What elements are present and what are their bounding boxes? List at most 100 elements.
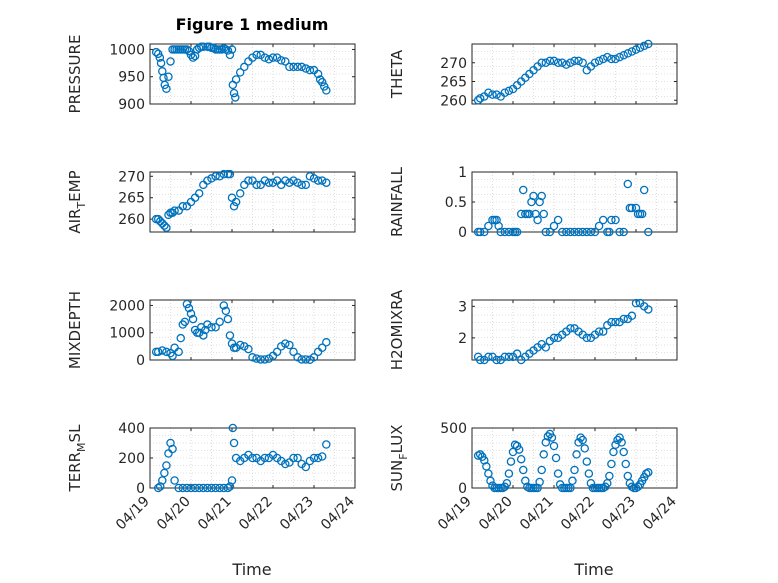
data-point xyxy=(557,227,567,237)
y-tick-label: 265 xyxy=(440,75,467,91)
data-point xyxy=(576,433,585,442)
data-point xyxy=(519,465,528,475)
y-tick-label: 2000 xyxy=(109,298,145,314)
data-point xyxy=(293,353,302,362)
data-point xyxy=(229,88,239,98)
data-point xyxy=(211,483,220,493)
data-point xyxy=(215,172,224,181)
data-point xyxy=(598,215,608,225)
data-point xyxy=(484,469,493,478)
data-point xyxy=(570,465,579,475)
data-point xyxy=(194,483,204,493)
data-point xyxy=(260,453,270,463)
data-point xyxy=(623,179,633,189)
data-point xyxy=(547,433,557,442)
data-point xyxy=(488,90,497,99)
data-point xyxy=(475,94,485,103)
data-point xyxy=(545,56,555,66)
data-point xyxy=(293,62,302,72)
y-axis-label-6: H2OMIXRA xyxy=(388,289,406,370)
data-point xyxy=(633,482,643,492)
data-point xyxy=(525,209,534,219)
y-tick-label: 0 xyxy=(136,353,145,369)
data-point xyxy=(285,340,294,350)
data-point xyxy=(281,339,290,348)
data-point xyxy=(289,453,298,463)
data-point xyxy=(305,355,315,364)
axes-box xyxy=(471,43,678,105)
data-point xyxy=(231,197,241,207)
data-point xyxy=(227,193,237,202)
data-point xyxy=(178,202,188,211)
data-point xyxy=(621,459,631,469)
data-point xyxy=(644,305,653,314)
data-point xyxy=(219,483,229,493)
data-point xyxy=(203,483,212,493)
data-point xyxy=(240,180,249,190)
data-point xyxy=(627,47,637,56)
data-point xyxy=(623,49,633,58)
data-point xyxy=(619,447,628,457)
data-point xyxy=(162,223,171,232)
x-tick-label: 04/23 xyxy=(277,494,317,534)
data-point xyxy=(637,209,647,219)
x-tick-label: 04/20 xyxy=(154,494,194,534)
data-point xyxy=(268,53,278,62)
data-point xyxy=(317,77,327,87)
data-point xyxy=(541,343,551,352)
data-point xyxy=(502,478,512,488)
data-point xyxy=(639,41,649,51)
data-point xyxy=(533,215,542,225)
data-point xyxy=(607,54,616,64)
y-tick-label: 260 xyxy=(118,212,145,228)
data-point xyxy=(615,227,624,237)
data-point xyxy=(635,43,645,53)
data-point xyxy=(607,459,616,469)
data-point xyxy=(188,314,198,324)
data-point xyxy=(598,54,608,64)
data-point xyxy=(492,90,501,99)
axes-box xyxy=(149,43,356,105)
data-point xyxy=(607,317,616,327)
data-point xyxy=(570,227,579,237)
data-point xyxy=(594,56,604,66)
data-point xyxy=(182,45,192,54)
data-point xyxy=(211,172,220,181)
y-axis-label-3: AIRTEMP xyxy=(66,170,88,233)
data-point xyxy=(182,483,192,493)
data-point xyxy=(605,471,614,481)
data-point xyxy=(504,469,514,478)
data-point xyxy=(199,180,208,190)
y-tick-label: 260 xyxy=(440,93,467,109)
data-point xyxy=(484,221,493,231)
data-point xyxy=(514,445,524,454)
data-point xyxy=(203,176,212,185)
data-point xyxy=(549,221,559,231)
data-point xyxy=(313,176,323,185)
data-series xyxy=(153,423,331,493)
x-axis-label-right: Time xyxy=(573,560,613,579)
data-point xyxy=(305,65,315,75)
data-point xyxy=(322,86,331,95)
data-point xyxy=(182,299,192,309)
data-point xyxy=(168,351,177,361)
data-point xyxy=(578,435,587,445)
data-point xyxy=(156,58,166,68)
data-point xyxy=(153,347,163,357)
y-axis-label-1: PRESSURE xyxy=(66,35,84,114)
data-point xyxy=(305,172,315,181)
data-point xyxy=(322,440,331,449)
data-point xyxy=(619,314,628,324)
subplot-8: 0 500 04/19 04/20 04/21 04/22 04/23 04/24 SUNFLU… xyxy=(388,421,680,533)
y-axis-label-2: THETA xyxy=(388,49,406,99)
data-point xyxy=(594,327,604,336)
y-tick-label: 270 xyxy=(118,169,145,185)
data-point xyxy=(480,227,489,237)
data-point xyxy=(500,227,510,237)
data-point xyxy=(289,176,298,185)
y-tick-label: 200 xyxy=(118,451,145,467)
data-point xyxy=(256,355,265,364)
x-axis-label-left: Time xyxy=(231,560,271,579)
data-point xyxy=(199,483,208,493)
